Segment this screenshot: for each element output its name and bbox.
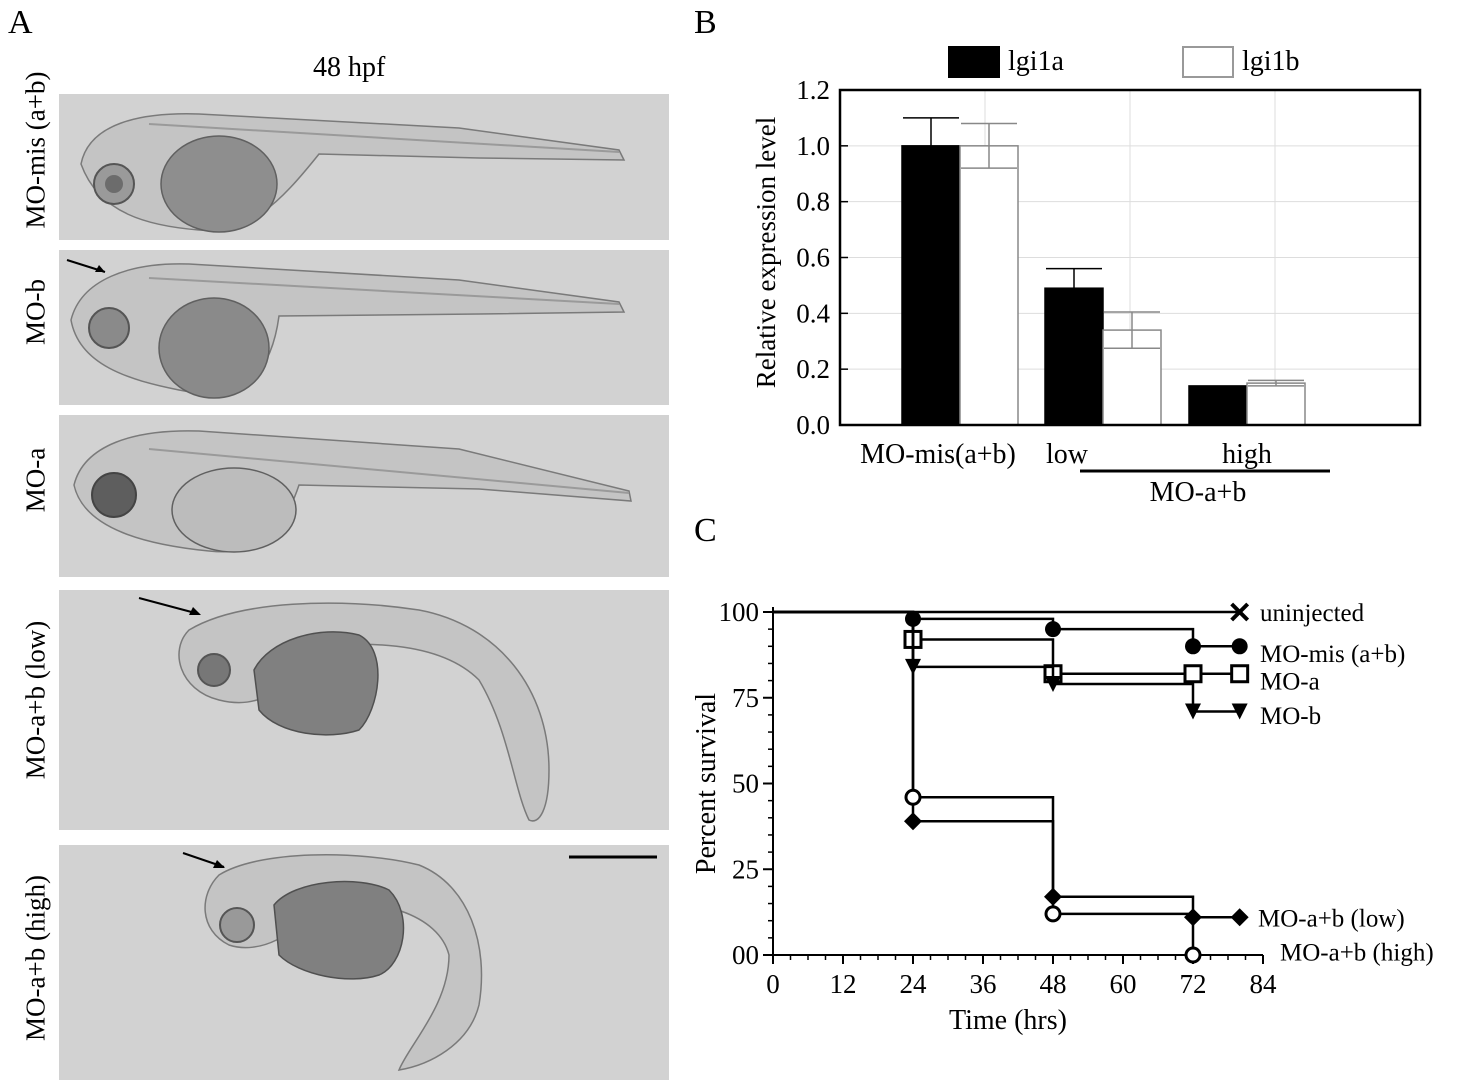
x-axis-label: Time (hrs) xyxy=(949,1005,1067,1036)
embryo-image-mo-a xyxy=(59,415,669,577)
y-tick-label: 1.2 xyxy=(796,75,830,105)
survival-chart: 00 25 50 75 100 0 12 24 36 48 60 72 84 Time (hrs) Perc… xyxy=(691,597,1434,1036)
category-label: MO-mis(a+b) xyxy=(860,439,1016,470)
row-label-mo-ab-low: MO-a+b (low) xyxy=(20,620,51,780)
y-tick-label: 50 xyxy=(732,769,759,799)
marker-circle-open xyxy=(904,788,922,806)
row-label-mo-b: MO-b xyxy=(20,279,51,345)
embryo-drawing xyxy=(73,430,632,553)
series-label: MO-b xyxy=(1260,703,1321,730)
survival-line xyxy=(773,610,1240,675)
series-label: MO-a xyxy=(1260,669,1320,696)
legend-label-lgi1b: lgi1b xyxy=(1242,46,1300,77)
y-tick-label: 100 xyxy=(719,597,760,627)
stage-label: 48 hpf xyxy=(313,52,386,83)
category-label: high xyxy=(1222,439,1272,470)
embryo-drawing xyxy=(80,113,626,233)
marker-diamond xyxy=(904,812,922,831)
bar-lgi1b xyxy=(1246,382,1306,426)
marker-circle xyxy=(1185,638,1201,655)
bar-chart-expression: 0.0 0.2 0.4 0.6 0.8 1.0 1.2 Relative expression… xyxy=(751,75,1422,508)
group-label: MO-a+b xyxy=(1150,477,1247,508)
panel-c-letter: C xyxy=(694,512,717,549)
embryo-image-mo-mis xyxy=(59,94,669,240)
x-tick-label: 24 xyxy=(900,969,928,999)
panel-a-letter: A xyxy=(8,4,33,41)
row-label-mo-a: MO-a xyxy=(20,447,51,513)
panel-b-letter: B xyxy=(694,4,717,41)
series-label: MO-mis (a+b) xyxy=(1260,641,1405,668)
row-label-mo-ab-high: MO-a+b (high) xyxy=(20,875,51,1041)
marker-square xyxy=(1183,664,1203,684)
arrow-indicator xyxy=(138,597,200,615)
embryo-image-mo-ab-low xyxy=(59,590,669,830)
survival-line xyxy=(773,610,1240,713)
bar-lgi1b xyxy=(959,145,1019,426)
x-tick-label: 12 xyxy=(830,969,857,999)
y-tick-label: 0.2 xyxy=(796,354,830,384)
legend-label-lgi1a: lgi1a xyxy=(1008,46,1064,77)
bar-lgi1a xyxy=(1044,287,1104,426)
x-tick-label: 0 xyxy=(766,969,780,999)
marker-triangle xyxy=(1185,703,1201,720)
y-tick-label: 0.0 xyxy=(796,410,830,440)
category-label: low xyxy=(1046,439,1089,470)
embryo-drawing xyxy=(138,597,550,822)
survival-line xyxy=(773,610,1240,648)
y-tick-label: 0.4 xyxy=(796,298,830,328)
survival-line xyxy=(773,610,1240,919)
legend-lgi1a: lgi1a xyxy=(948,46,1064,78)
legend-swatch-lgi1b xyxy=(1182,46,1234,78)
x-tick-label: 36 xyxy=(970,969,997,999)
marker-circle xyxy=(1231,638,1248,655)
embryo-image-mo-b xyxy=(59,250,669,405)
embryo-drawing xyxy=(66,259,626,399)
series-label: MO-a+b (high) xyxy=(1280,940,1434,967)
bar-lgi1a xyxy=(1188,385,1248,426)
marker-triangle xyxy=(1231,703,1248,720)
x-tick-label: 84 xyxy=(1250,969,1278,999)
marker-diamond xyxy=(1230,908,1249,927)
y-tick-label: 00 xyxy=(732,940,759,970)
bar-lgi1a xyxy=(901,145,961,426)
series-label: MO-a+b (low) xyxy=(1258,905,1405,932)
x-tick-label: 48 xyxy=(1040,969,1067,999)
x-tick-label: 60 xyxy=(1110,969,1137,999)
row-label-mo-mis: MO-mis (a+b) xyxy=(20,71,51,229)
survival-line xyxy=(773,610,1195,955)
y-axis-label: Percent survival xyxy=(691,693,722,874)
embryo-drawing xyxy=(182,852,657,1071)
marker-triangle xyxy=(1045,676,1061,693)
marker-circle xyxy=(1045,621,1061,638)
marker-circle-open xyxy=(1184,946,1202,964)
y-tick-label: 0.6 xyxy=(796,243,830,273)
legend-swatch-lgi1a xyxy=(948,46,1000,78)
y-tick-label: 1.0 xyxy=(796,131,830,161)
y-axis-label: Relative expression level xyxy=(751,117,781,388)
embryo-image-mo-ab-high xyxy=(59,845,669,1080)
x-tick-label: 72 xyxy=(1180,969,1207,999)
legend-lgi1b: lgi1b xyxy=(1182,46,1300,78)
y-tick-label: 25 xyxy=(732,854,759,884)
y-tick-label: 0.8 xyxy=(796,187,830,217)
marker-circle-open xyxy=(1044,905,1062,923)
y-tick-label: 75 xyxy=(732,683,759,713)
marker-square xyxy=(1230,664,1250,684)
marker-x xyxy=(1230,602,1250,622)
series-label: uninjected xyxy=(1260,600,1365,627)
